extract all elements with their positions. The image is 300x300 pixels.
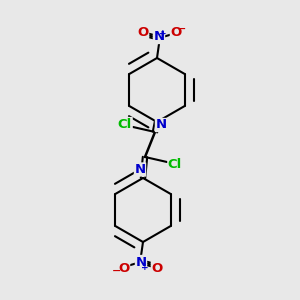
Text: Cl: Cl — [118, 118, 132, 130]
Text: +: + — [141, 262, 149, 272]
Text: O: O — [152, 262, 163, 275]
Text: −: − — [112, 266, 122, 276]
Text: N: N — [153, 31, 165, 44]
Text: +: + — [159, 28, 167, 38]
Text: O: O — [137, 26, 148, 38]
Text: Cl: Cl — [168, 158, 182, 172]
Text: N: N — [155, 118, 167, 131]
Text: −: − — [177, 24, 187, 34]
Text: O: O — [170, 26, 182, 38]
Text: N: N — [134, 163, 146, 176]
Text: N: N — [135, 256, 147, 268]
Text: O: O — [118, 262, 130, 275]
